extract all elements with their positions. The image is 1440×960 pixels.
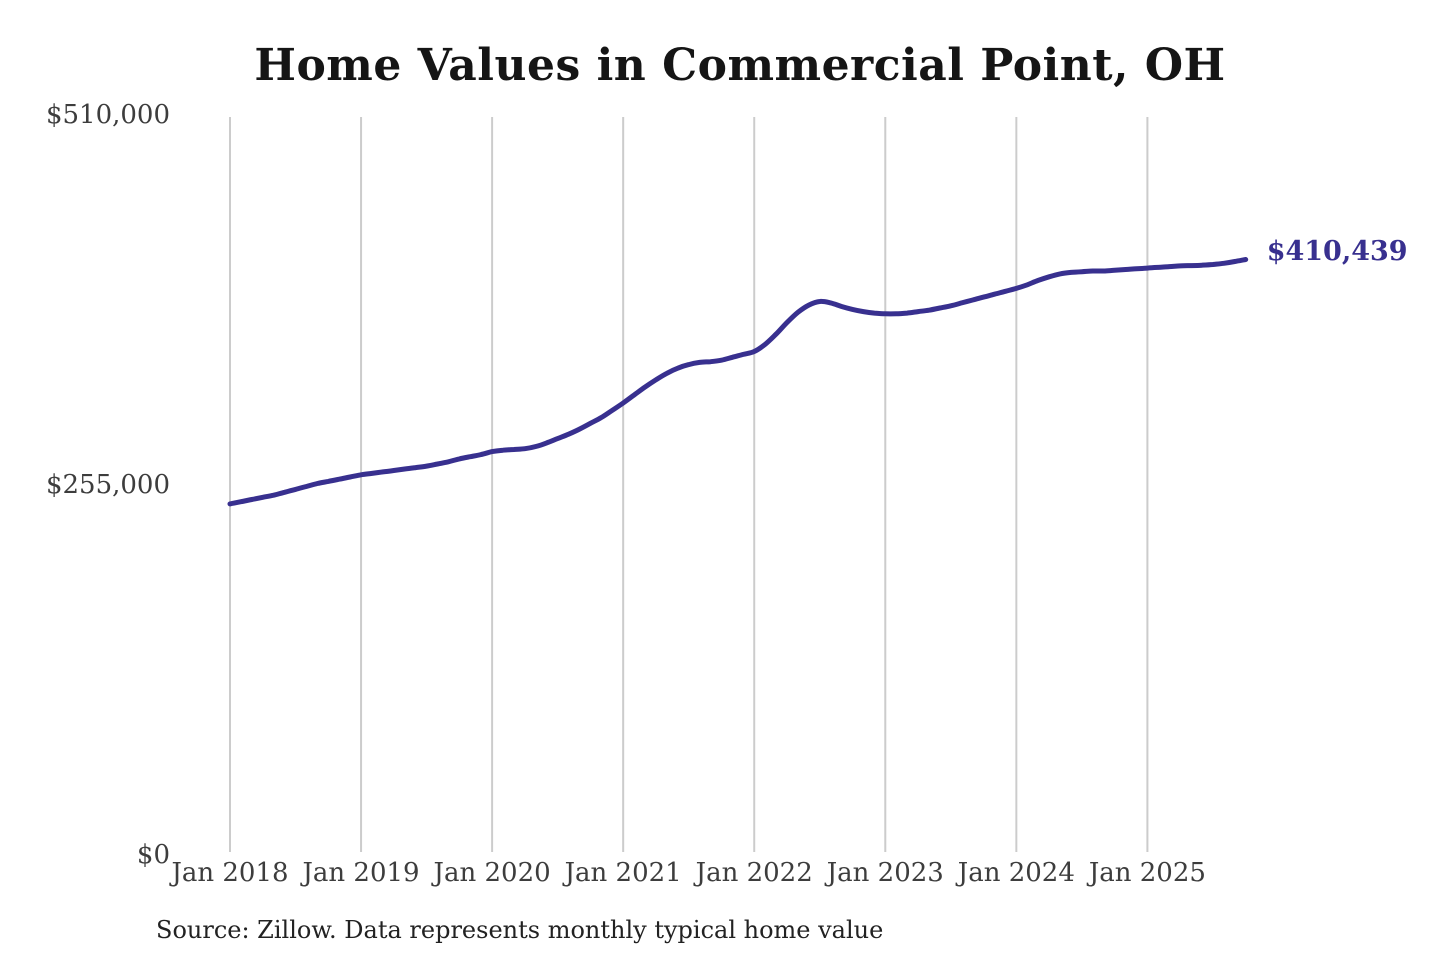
- latest-value-label: $410,439: [1266, 236, 1408, 268]
- x-tick-label: Jan 2020: [433, 858, 551, 888]
- x-tick-label: Jan 2024: [957, 858, 1075, 888]
- x-tick-label: Jan 2025: [1088, 858, 1206, 888]
- x-tick-label: Jan 2023: [826, 858, 944, 888]
- y-tick-label: $510,000: [45, 100, 170, 130]
- x-tick-label: Jan 2021: [564, 858, 682, 888]
- chart-title: Home Values in Commercial Point, OH: [254, 40, 1226, 91]
- x-tick-label: Jan 2019: [302, 858, 420, 888]
- y-tick-label: $255,000: [45, 470, 170, 500]
- home-value-line: [227, 257, 1249, 507]
- x-tick-label: Jan 2018: [171, 858, 289, 888]
- y-tick-label: $0: [136, 840, 170, 870]
- x-tick-label: Jan 2022: [695, 858, 813, 888]
- source-note: Source: Zillow. Data represents monthly …: [156, 916, 884, 944]
